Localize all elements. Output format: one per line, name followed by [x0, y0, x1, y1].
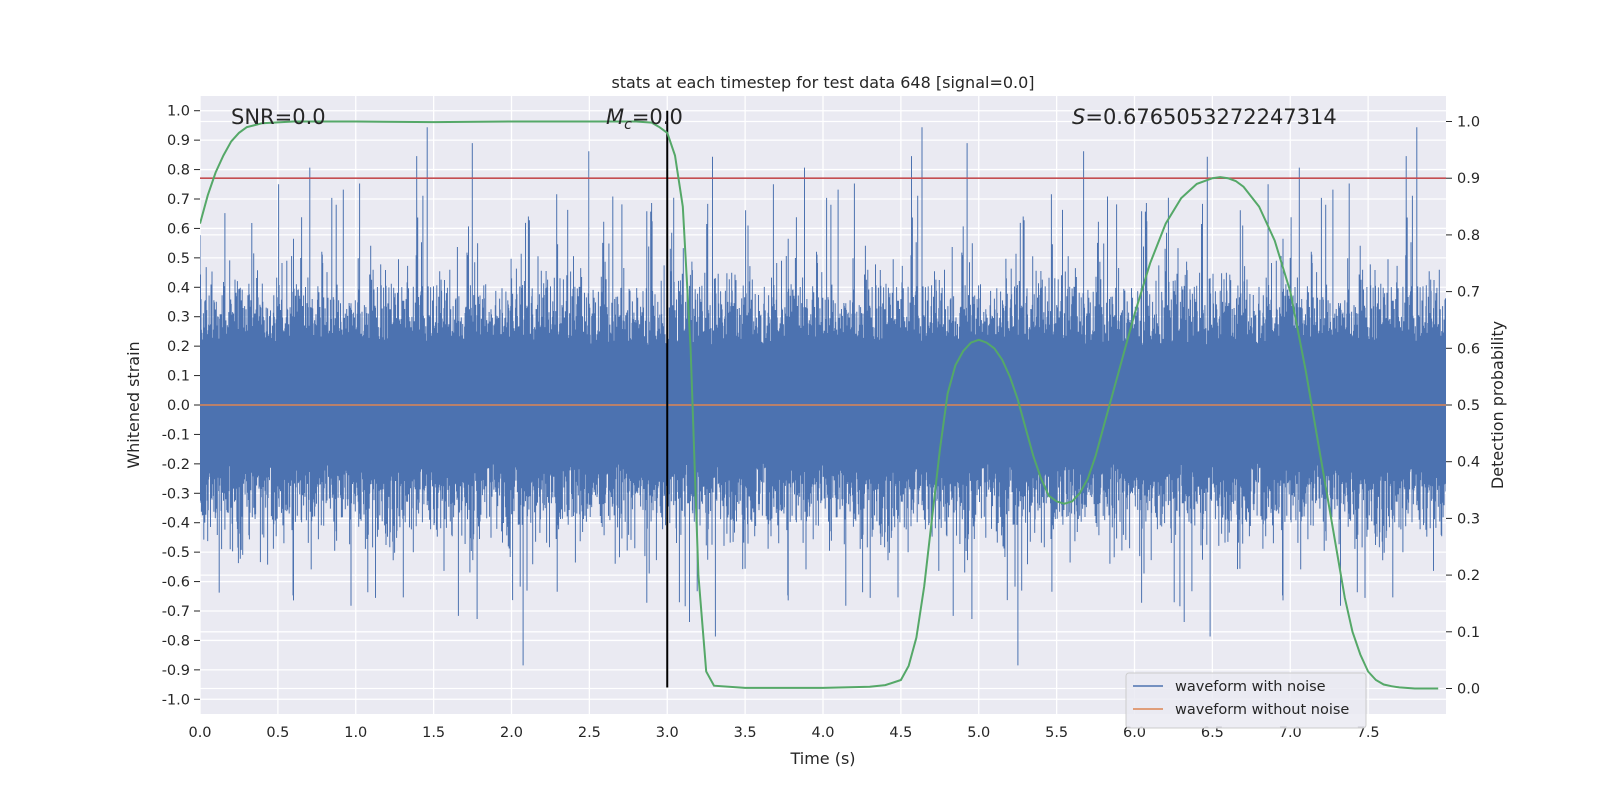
y-tick-labels: 1.0 0.9 0.8 0.7 0.6 0.5 0.4 0.3 0.2 0.1 0.0 -0.1 -0.… [162, 104, 200, 708]
y-tick-label: -0.3 [162, 486, 190, 502]
y2-tick-label: 0.7 [1457, 285, 1480, 301]
y2-tick-label: 0.8 [1457, 228, 1480, 244]
x-tick-label: 1.0 [344, 725, 367, 741]
y-tick-label: -0.8 [162, 633, 190, 649]
x-tick-label: 5.0 [967, 725, 990, 741]
y-tick-label: -0.4 [162, 516, 190, 532]
y2-tick-label: 0.1 [1457, 625, 1480, 641]
y-tick-label: -0.9 [162, 663, 190, 679]
series-detection-probability [200, 120, 1439, 690]
series-waveform-with-noise [200, 127, 1446, 666]
y-tick-label: -0.7 [162, 604, 190, 620]
y-tick-label: -0.1 [162, 427, 190, 443]
x-tick-label: 4.5 [889, 725, 912, 741]
y-tick-label: 0.6 [167, 221, 190, 237]
score-annotation: S=0.6765053272247314 [1072, 105, 1337, 129]
legend-box [1125, 672, 1367, 729]
legend-label-without-noise: waveform without noise [1175, 702, 1349, 718]
y-tick-label: 1.0 [167, 104, 190, 120]
legend: waveform with noise waveform without noi… [1125, 672, 1367, 729]
y2-tick-label: 0.4 [1457, 455, 1480, 471]
y2-tick-label: 1.0 [1457, 115, 1480, 131]
y2-tick-label: 0.9 [1457, 171, 1480, 187]
x-tick-label: 6.0 [1123, 725, 1146, 741]
y-tick-label: 0.4 [167, 280, 190, 296]
y-tick-label: 0.9 [167, 133, 190, 149]
x-tick-label: 2.5 [578, 725, 601, 741]
chirp-mass-symbol: M [606, 105, 624, 129]
x-tick-label: 3.0 [656, 725, 679, 741]
y2-tick-label: 0.0 [1457, 681, 1480, 697]
y-tick-label: -0.2 [162, 457, 190, 473]
y-tick-label: -0.6 [162, 575, 190, 591]
y-tick-label: 0.5 [167, 251, 190, 267]
legend-label-with-noise: waveform with noise [1175, 679, 1326, 695]
x-tick-label: 7.5 [1357, 725, 1380, 741]
y2-tick-label: 0.3 [1457, 511, 1480, 527]
y-tick-label: 0.8 [167, 163, 190, 179]
y-tick-label: 0.3 [167, 310, 190, 326]
y-tick-label: 0.0 [167, 398, 190, 414]
score-value: =0.6765053272247314 [1085, 105, 1336, 129]
x-axis-label: Time (s) [789, 749, 855, 768]
x-tick-label: 4.0 [811, 725, 834, 741]
x-tick-label: 0.0 [188, 725, 211, 741]
x-tick-label: 6.5 [1201, 725, 1224, 741]
chirp-mass-value: =0.0 [632, 105, 683, 129]
chart-title: stats at each timestep for test data 648… [611, 73, 1034, 92]
score-symbol: S [1072, 105, 1085, 129]
x-tick-label: 7.0 [1279, 725, 1302, 741]
snr-annotation: SNR=0.0 [231, 105, 326, 129]
y-tick-label: 0.2 [167, 339, 190, 355]
chirp-mass-subscript: c [624, 117, 632, 133]
x-tick-label: 2.0 [500, 725, 523, 741]
y2-tick-label: 0.2 [1457, 568, 1480, 584]
y2-tick-label: 0.5 [1457, 398, 1480, 414]
y-axis-label: Whitened strain [124, 341, 143, 468]
y2-axis-label: Detection probability [1488, 321, 1507, 489]
x-tick-label: 5.5 [1045, 725, 1068, 741]
x-tick-label: 3.5 [734, 725, 757, 741]
y-tick-label: 0.7 [167, 192, 190, 208]
x-tick-label: 1.5 [422, 725, 445, 741]
y-tick-label: 0.1 [167, 369, 190, 385]
y2-tick-label: 0.6 [1457, 341, 1480, 357]
x-tick-label: 0.5 [266, 725, 289, 741]
y2-tick-labels: 1.0 0.9 0.8 0.7 0.6 0.5 0.4 0.3 0.2 0.1 0.0 [1446, 115, 1480, 697]
x-tick-labels: 0.0 0.5 1.0 1.5 2.0 2.5 3.0 3.5 4.0 4.5 5.0 5.5 6.0 6… [188, 725, 1379, 741]
y-tick-label: -1.0 [162, 692, 190, 708]
y-tick-label: -0.5 [162, 545, 190, 561]
chirp-mass-annotation: Mc=0.0 [606, 105, 683, 133]
